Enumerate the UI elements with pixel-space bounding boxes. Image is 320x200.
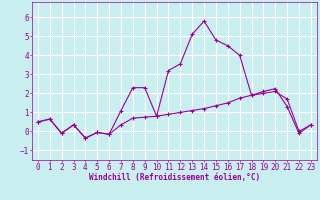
X-axis label: Windchill (Refroidissement éolien,°C): Windchill (Refroidissement éolien,°C) [89,173,260,182]
